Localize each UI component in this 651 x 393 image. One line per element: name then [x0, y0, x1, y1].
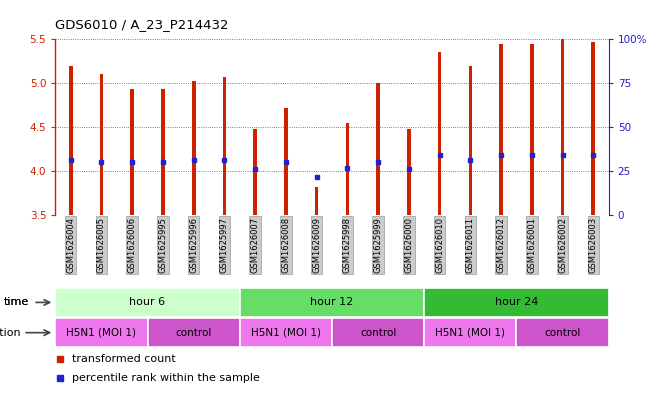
Bar [424, 318, 516, 347]
Text: time: time [3, 298, 29, 307]
Bar [315, 187, 318, 215]
Text: control: control [176, 328, 212, 338]
Text: hour 12: hour 12 [311, 298, 353, 307]
Text: GSM1626004: GSM1626004 [66, 217, 76, 273]
Text: GSM1626012: GSM1626012 [497, 217, 506, 273]
Text: control: control [544, 328, 581, 338]
Bar [55, 288, 240, 317]
Bar [561, 39, 564, 215]
Bar [469, 66, 472, 215]
Text: GSM1625999: GSM1625999 [374, 217, 383, 273]
Bar [437, 52, 441, 215]
Text: GSM1626002: GSM1626002 [558, 217, 567, 273]
Text: GSM1625996: GSM1625996 [189, 217, 198, 273]
Text: hour 24: hour 24 [495, 298, 538, 307]
Bar [69, 66, 72, 215]
Bar [253, 129, 257, 215]
Bar [192, 81, 195, 215]
Bar [530, 44, 534, 215]
Bar [130, 89, 134, 215]
Text: control: control [360, 328, 396, 338]
Bar [240, 288, 424, 317]
Bar [100, 74, 104, 215]
Text: GSM1626003: GSM1626003 [589, 217, 598, 273]
Text: H5N1 (MOI 1): H5N1 (MOI 1) [251, 328, 321, 338]
Text: GSM1626000: GSM1626000 [404, 217, 413, 273]
Bar [376, 83, 380, 215]
Bar [284, 108, 288, 215]
Bar [148, 318, 240, 347]
Text: GSM1626007: GSM1626007 [251, 217, 260, 273]
Text: GSM1625997: GSM1625997 [220, 217, 229, 273]
Bar [55, 318, 148, 347]
Bar [332, 318, 424, 347]
Bar [499, 44, 503, 215]
Bar [240, 318, 332, 347]
Bar [346, 123, 349, 215]
Text: GSM1626006: GSM1626006 [128, 217, 137, 273]
Bar [407, 129, 411, 215]
Text: hour 6: hour 6 [130, 298, 165, 307]
Text: GDS6010 / A_23_P214432: GDS6010 / A_23_P214432 [55, 18, 229, 31]
Text: GSM1626001: GSM1626001 [527, 217, 536, 273]
Text: GSM1625995: GSM1625995 [158, 217, 167, 273]
Text: percentile rank within the sample: percentile rank within the sample [72, 373, 260, 382]
Bar [223, 77, 227, 215]
Text: transformed count: transformed count [72, 354, 176, 364]
Text: H5N1 (MOI 1): H5N1 (MOI 1) [66, 328, 137, 338]
Bar [516, 318, 609, 347]
Text: infection: infection [0, 328, 21, 338]
Text: time: time [3, 298, 29, 307]
Text: GSM1626005: GSM1626005 [97, 217, 106, 273]
Text: GSM1626009: GSM1626009 [312, 217, 321, 273]
Text: GSM1626008: GSM1626008 [281, 217, 290, 273]
Text: GSM1626010: GSM1626010 [435, 217, 444, 273]
Bar [592, 42, 595, 215]
Bar [161, 89, 165, 215]
Text: GSM1625998: GSM1625998 [343, 217, 352, 273]
Text: H5N1 (MOI 1): H5N1 (MOI 1) [436, 328, 505, 338]
Bar [424, 288, 609, 317]
Text: GSM1626011: GSM1626011 [466, 217, 475, 273]
